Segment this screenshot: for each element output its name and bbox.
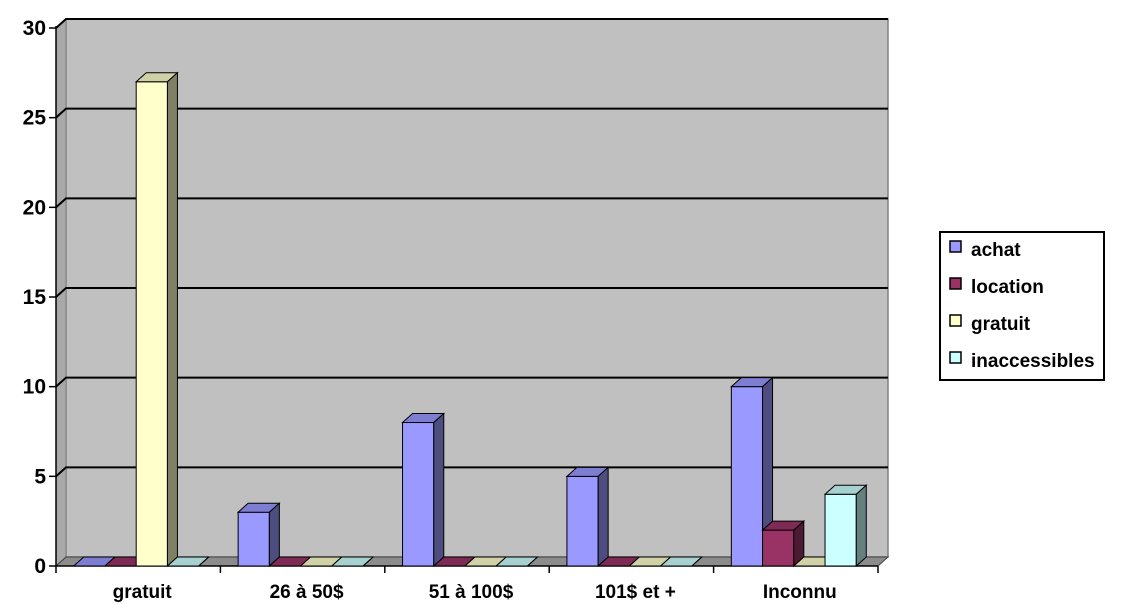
bar-achat (236, 502, 281, 568)
bar-inaccessibles (494, 556, 539, 567)
y-tick-label: 10 (23, 376, 46, 399)
bar-front (824, 493, 857, 567)
gridline (55, 466, 888, 478)
bar-inaccessibles (166, 556, 210, 567)
bar-inaccessibles (823, 484, 868, 568)
bars (72, 71, 868, 568)
bar-side (527, 556, 538, 567)
x-tick-label: gratuit (113, 582, 173, 603)
legend: achat location gratuit inaccessibles (939, 231, 1105, 381)
x-tick-label: 26 à 50$ (270, 582, 344, 603)
bar-gratuit (134, 71, 179, 568)
gridline (55, 287, 888, 298)
y-tick-label: 20 (23, 196, 46, 219)
legend-swatch (949, 240, 962, 253)
bar-side (691, 556, 703, 567)
y-tick-label: 25 (23, 107, 47, 130)
bar-side (855, 484, 867, 568)
bar-inaccessibles (330, 556, 375, 567)
bar-inaccessibles (659, 556, 704, 567)
bar-side (268, 502, 280, 568)
bar-side (597, 466, 609, 568)
bar-achat (565, 466, 610, 568)
bar-front (237, 511, 270, 567)
bar-front (566, 475, 599, 567)
bar-side (362, 556, 374, 567)
legend-label: inaccessibles (971, 351, 1095, 372)
gridline (55, 376, 888, 388)
gridline (55, 107, 888, 119)
legend-swatch (949, 277, 962, 290)
bar-side (198, 556, 210, 567)
bar-achat (401, 412, 446, 568)
legend-box (939, 231, 1105, 381)
bar-front (135, 81, 168, 567)
gridline (55, 197, 888, 209)
bar-front (730, 386, 764, 567)
y-tick-label: 0 (34, 555, 46, 578)
legend-swatch (949, 314, 962, 327)
bar-side (166, 71, 178, 568)
x-axis-ticks: gratuit 26 à 50$ 51 à 100$ 101$ et + Inconnu (55, 566, 879, 603)
x-tick-label: Inconnu (763, 582, 837, 603)
x-tick-label: 51 à 100$ (429, 582, 514, 603)
y-tick-label: 30 (23, 17, 46, 40)
gridline (55, 18, 888, 29)
legend-label: gratuit (971, 314, 1031, 335)
bar-location (761, 520, 806, 568)
gridlines (55, 18, 888, 478)
bar-achat (730, 376, 774, 568)
x-tick-label: 101$ et + (595, 582, 676, 603)
y-tick-label: 15 (23, 286, 47, 309)
bar-front (402, 422, 435, 567)
legend-label: achat (971, 240, 1021, 261)
bar-front (762, 529, 795, 567)
legend-swatch (949, 351, 962, 364)
y-axis-ticks: 0 5 10 15 20 25 30 (23, 17, 56, 578)
legend-label: location (971, 277, 1044, 298)
bar-side (433, 412, 445, 568)
y-tick-label: 5 (34, 465, 46, 488)
